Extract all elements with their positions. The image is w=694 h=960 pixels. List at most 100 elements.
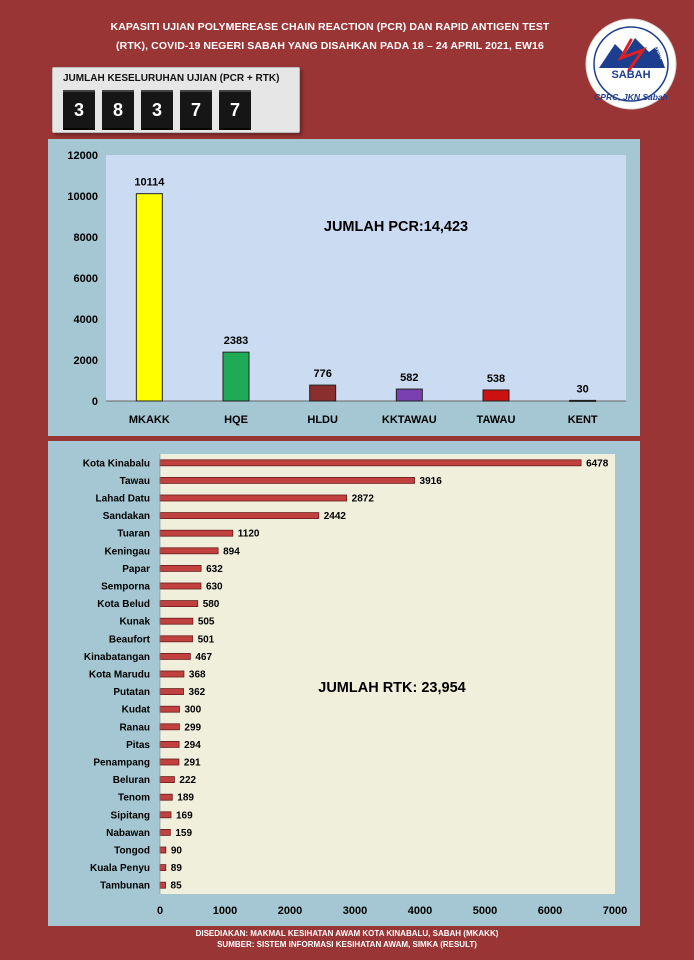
rtk-data-label: 580 [203,599,220,610]
pcr-total-annotation: JUMLAH PCR:14,423 [324,219,468,235]
pcr-category-label: HLDU [307,414,338,426]
rtk-category-label: Sandakan [103,511,150,522]
rtk-x-tick-label: 3000 [343,905,367,917]
counter-digit: 3 [141,90,173,130]
rtk-category-label: Beaufort [109,634,151,645]
rtk-category-label: Lahad Datu [96,494,150,505]
rtk-data-label: 159 [175,828,192,839]
rtk-x-tick-label: 2000 [278,905,302,917]
jkn-sabah-logo: JABATAN KESIHATAN NEGERI SABAH CPRC, JKN… [585,18,677,110]
rtk-data-label: 89 [171,863,183,874]
total-tests-box: JUMLAH KESELURUHAN UJIAN (PCR + RTK) 3 8… [52,67,300,133]
counter-digit: 7 [180,90,212,130]
rtk-category-label: Ranau [119,722,150,733]
rtk-data-label: 2872 [352,494,375,505]
rtk-category-label: Tambunan [100,881,150,892]
rtk-category-label: Kinabatangan [84,652,150,663]
pcr-category-label: TAWAU [477,414,516,426]
rtk-bar [159,881,166,889]
rtk-bar [159,635,193,643]
rtk-bar [159,793,173,801]
rtk-category-label: Kuala Penyu [90,863,150,874]
pcr-data-label: 10114 [134,177,165,189]
rtk-bar [159,723,180,731]
rtk-data-label: 85 [171,881,183,892]
pcr-data-label: 776 [313,368,331,380]
rtk-data-label: 189 [177,793,194,804]
pcr-category-label: HQE [224,414,248,426]
rtk-bar [159,459,582,467]
pcr-y-tick-label: 2000 [74,355,98,367]
logo-name: SABAH [611,69,650,81]
rtk-bar [159,547,219,555]
footer-source: SUMBER: SISTEM INFORMASI KESIHATAN AWAM,… [217,940,477,949]
title-line-1: KAPASITI UJIAN POLYMEREASE CHAIN REACTIO… [110,21,550,33]
pcr-bar [395,388,423,402]
rtk-category-label: Nabawan [106,828,150,839]
rtk-bar [159,688,184,696]
rtk-category-label: Kota Belud [97,599,150,610]
counter-digit: 3 [63,90,95,130]
rtk-x-tick-label: 1000 [213,905,237,917]
pcr-chart-panel: 0 2000 4000 6000 8000 10000 12000 10114 MKAKK 238… [48,139,640,436]
rtk-bar [159,512,320,519]
rtk-category-label: Putatan [113,687,150,698]
counter-digit: 8 [102,90,134,130]
footer-prepared-by: DISEDIAKAN: MAKMAL KESIHATAN AWAM KOTA K… [195,929,499,938]
rtk-bar [159,864,167,872]
rtk-category-label: Semporna [101,582,150,593]
rtk-x-tick-label: 4000 [408,905,432,917]
counter-digit: 7 [219,90,251,130]
rtk-bar [159,758,180,766]
rtk-bar [159,670,185,678]
rtk-data-label: 2442 [324,511,347,522]
rtk-bar-chart: 0 1000 2000 3000 4000 5000 6000 7000 Kota Kinaba… [83,454,627,917]
rtk-data-label: 630 [206,582,223,593]
pcr-data-label: 2383 [224,335,248,347]
rtk-data-label: 368 [189,670,206,681]
rtk-total-annotation: JUMLAH RTK: 23,954 [318,680,465,696]
page-title: KAPASITI UJIAN POLYMEREASE CHAIN REACTIO… [60,18,600,56]
pcr-data-label: 538 [487,373,505,385]
rtk-category-label: Kota Kinabalu [83,458,150,469]
rtk-data-label: 300 [185,705,202,716]
rtk-data-label: 362 [189,687,206,698]
rtk-x-tick-label: 6000 [538,905,562,917]
rtk-data-label: 501 [198,634,215,645]
rtk-data-label: 1120 [238,529,260,540]
rtk-bar [159,582,202,590]
rtk-bar [159,565,202,572]
total-tests-label: JUMLAH KESELURUHAN UJIAN (PCR + RTK) [63,73,280,84]
rtk-category-label: Tongod [114,846,150,857]
pcr-y-tick-label: 0 [92,396,98,408]
rtk-category-label: Keningau [104,546,150,557]
rtk-x-tick-label: 5000 [473,905,497,917]
rtk-bar [159,529,234,537]
pcr-category-label: KKTAWAU [382,414,437,426]
rtk-data-label: 169 [176,810,193,821]
pcr-y-tick-label: 8000 [74,232,98,244]
rtk-data-label: 90 [171,846,183,857]
rtk-x-tick-label: 7000 [603,905,627,917]
rtk-bar [159,776,175,784]
rtk-category-label: Tuaran [117,529,150,540]
pcr-category-label: KENT [568,414,598,426]
rtk-bar [159,652,191,660]
rtk-category-label: Pitas [126,740,150,751]
pcr-y-tick-label: 12000 [67,150,98,162]
rtk-data-label: 467 [195,652,212,663]
rtk-bar [159,617,194,625]
rtk-data-label: 3916 [420,476,443,487]
rtk-category-label: Penampang [93,758,150,769]
pcr-y-tick-label: 6000 [74,273,98,285]
rtk-category-label: Tawau [120,476,150,487]
pcr-bar [135,193,163,402]
rtk-bar [159,600,199,608]
pcr-category-label: MKAKK [129,414,170,426]
rtk-bar [159,811,172,819]
rtk-category-label: Tenom [118,793,150,804]
pcr-bar [222,351,250,402]
rtk-data-label: 505 [198,617,215,628]
rtk-plot-area [160,454,615,894]
pcr-y-tick-label: 10000 [67,191,98,203]
